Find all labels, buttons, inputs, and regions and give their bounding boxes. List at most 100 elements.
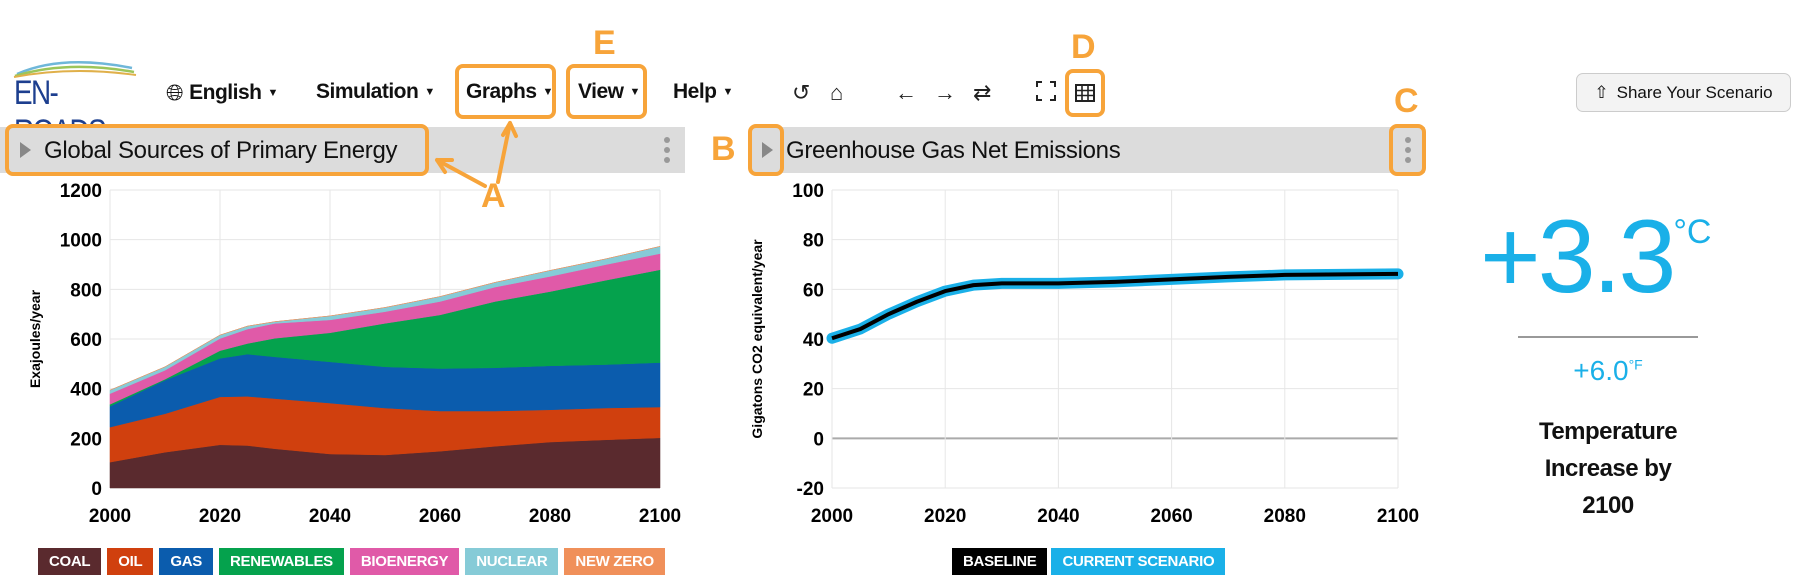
annotation-letter-b: B bbox=[711, 130, 736, 168]
temperature-divider bbox=[1518, 336, 1698, 338]
y-tick-label: 1200 bbox=[60, 181, 102, 202]
y-tick-label: -20 bbox=[797, 479, 824, 500]
y-tick-label: 1000 bbox=[60, 231, 102, 252]
annotation-box-options bbox=[1389, 124, 1426, 176]
x-tick-label: 2080 bbox=[1264, 506, 1306, 527]
annotation-letter-c: C bbox=[1394, 82, 1419, 120]
expand-triangle-icon[interactable] bbox=[20, 142, 31, 158]
table-icon[interactable] bbox=[1075, 82, 1095, 108]
caret-down-icon: ▼ bbox=[424, 86, 435, 98]
legend-item-current-scenario[interactable]: CURRENT SCENARIO bbox=[1051, 548, 1226, 575]
annotation-box-table bbox=[1065, 69, 1105, 117]
caret-down-icon: ▼ bbox=[629, 86, 640, 98]
menu-label: Simulation bbox=[316, 80, 419, 103]
y-tick-label: 0 bbox=[91, 479, 102, 500]
energy-sources-chart: 0 200 400 600 800 1000 1200 2000 2020 2040 2060 208… bbox=[27, 181, 681, 527]
label-line: Temperature bbox=[1538, 418, 1678, 445]
annotation-box-graphs bbox=[455, 64, 556, 119]
y-tick-label: 60 bbox=[803, 280, 824, 301]
menu-help[interactable]: Help ▼ bbox=[673, 80, 733, 104]
temperature-readout: +3.3°C bbox=[1480, 199, 1712, 315]
menu-label: Help bbox=[673, 80, 717, 103]
annotation-arrows bbox=[435, 121, 518, 188]
share-label: Share Your Scenario bbox=[1616, 82, 1773, 102]
arrow-to-graphs bbox=[496, 121, 518, 184]
label-line: 2100 bbox=[1582, 492, 1634, 519]
y-axis-label: Gigatons CO2 equivalent/year bbox=[749, 239, 765, 439]
more-options-icon[interactable] bbox=[1405, 137, 1411, 167]
y-tick-label: 20 bbox=[803, 380, 824, 401]
x-tick-label: 2060 bbox=[1150, 506, 1192, 527]
arrow-to-title bbox=[435, 158, 487, 188]
x-tick-label: 2020 bbox=[199, 506, 241, 527]
share-scenario-button[interactable]: ⇧ Share Your Scenario bbox=[1576, 73, 1791, 112]
line-baseline bbox=[831, 271, 1399, 341]
annotation-box-title bbox=[5, 124, 429, 176]
y-tick-label: 100 bbox=[792, 181, 824, 202]
x-tick-label: 2020 bbox=[924, 506, 966, 527]
legend-item-coal[interactable]: COAL bbox=[38, 548, 102, 575]
y-tick-label: 80 bbox=[803, 231, 824, 252]
caret-down-icon: ▼ bbox=[267, 87, 278, 99]
logo-swoosh-icon bbox=[13, 61, 137, 78]
right-panel-title[interactable]: Greenhouse Gas Net Emissions bbox=[786, 137, 1121, 164]
x-tick-label: 2040 bbox=[309, 506, 351, 527]
menu-label: View bbox=[578, 80, 624, 103]
globe-icon: 🌐︎ bbox=[166, 80, 184, 105]
legend-item-baseline[interactable]: BASELINE bbox=[952, 548, 1048, 575]
x-tick-label: 2040 bbox=[1037, 506, 1079, 527]
legend-item-new-zero[interactable]: NEW ZERO bbox=[564, 548, 665, 575]
x-tick-label: 2000 bbox=[89, 506, 131, 527]
annotation-letter-d: D bbox=[1071, 28, 1096, 66]
label-line: Increase by bbox=[1544, 455, 1672, 482]
more-options-icon[interactable] bbox=[664, 137, 670, 167]
y-tick-label: 0 bbox=[813, 429, 824, 450]
legend-item-bioenergy[interactable]: BIOENERGY bbox=[349, 548, 460, 575]
caret-down-icon: ▼ bbox=[542, 86, 554, 98]
upload-icon: ⇧ bbox=[1594, 82, 1609, 102]
y-tick-label: 200 bbox=[70, 429, 102, 450]
y-tick-label: 400 bbox=[70, 380, 102, 401]
y-tick-label: 600 bbox=[70, 330, 102, 351]
menu-language[interactable]: 🌐︎ English ▼ bbox=[166, 80, 278, 106]
menu-graphs[interactable]: Graphs ▼ bbox=[466, 80, 553, 104]
legend-item-nuclear[interactable]: NUCLEAR bbox=[465, 548, 559, 575]
x-tick-label: 2100 bbox=[639, 506, 681, 527]
undo-icon[interactable]: ↺ bbox=[792, 80, 811, 105]
y-tick-label: 800 bbox=[70, 280, 102, 301]
left-panel-header bbox=[0, 127, 685, 173]
y-axis-label: Exajoules/year bbox=[27, 289, 43, 388]
x-tick-label: 2080 bbox=[529, 506, 571, 527]
menu-label: Graphs bbox=[466, 80, 537, 103]
expand-triangle-icon[interactable] bbox=[762, 142, 773, 158]
emissions-legend: BASELINE CURRENT SCENARIO bbox=[952, 548, 1226, 575]
menu-label: English bbox=[189, 81, 262, 104]
caret-down-icon: ▼ bbox=[722, 86, 734, 98]
annotation-letter-a: A bbox=[481, 177, 506, 215]
temperature-label: Temperature Increase by 2100 bbox=[1500, 413, 1716, 524]
legend-item-gas[interactable]: GAS bbox=[159, 548, 214, 575]
right-panel-header bbox=[752, 127, 1425, 173]
menu-simulation[interactable]: Simulation ▼ bbox=[316, 80, 435, 104]
fullscreen-icon[interactable] bbox=[1036, 81, 1056, 107]
temperature-celsius: +3.3°C bbox=[1480, 199, 1712, 315]
energy-legend: COAL OIL GAS RENEWABLES BIOENERGY NUCLEAR NEW … bbox=[38, 548, 665, 575]
arrow-right-icon[interactable]: → bbox=[934, 80, 956, 105]
arrow-left-icon[interactable]: ← bbox=[895, 80, 917, 105]
annotation-letter-e: E bbox=[593, 24, 616, 62]
x-tick-label: 2000 bbox=[811, 506, 853, 527]
y-tick-label: 40 bbox=[803, 330, 824, 351]
annotation-box-expand bbox=[748, 124, 784, 176]
legend-item-renewables[interactable]: RENEWABLES bbox=[219, 548, 344, 575]
home-icon[interactable]: ⌂ bbox=[830, 80, 844, 105]
left-panel-title[interactable]: Global Sources of Primary Energy bbox=[44, 137, 398, 164]
annotation-box-view bbox=[566, 64, 647, 119]
temperature-fahrenheit: +6.0°F bbox=[1573, 355, 1643, 386]
x-tick-label: 2100 bbox=[1377, 506, 1419, 527]
menu-view[interactable]: View ▼ bbox=[578, 80, 640, 104]
x-tick-label: 2060 bbox=[419, 506, 461, 527]
legend-item-oil[interactable]: OIL bbox=[107, 548, 154, 575]
area-new-zero bbox=[109, 246, 661, 391]
swap-icon[interactable]: ⇄ bbox=[973, 80, 992, 105]
